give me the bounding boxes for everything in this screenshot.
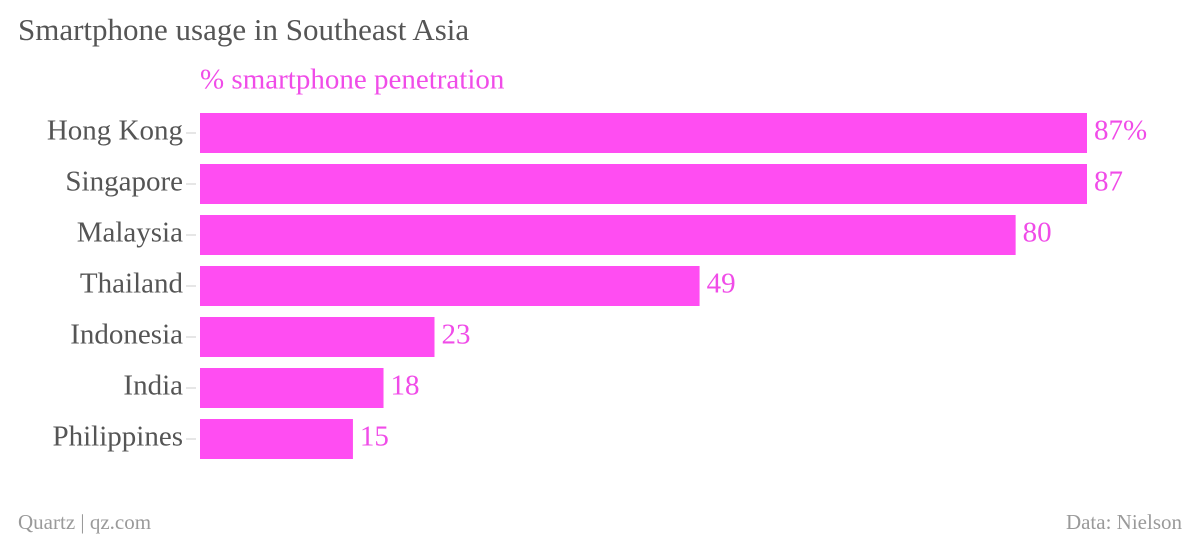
category-label: Hong Kong — [47, 115, 183, 147]
source-left: Quartz | qz.com — [18, 510, 151, 534]
bar — [200, 164, 1087, 204]
value-label: 15 — [360, 421, 389, 453]
category-label: India — [123, 370, 183, 402]
category-label: Indonesia — [70, 319, 183, 351]
value-label: 87% — [1094, 115, 1147, 147]
value-label: 49 — [707, 268, 736, 300]
bar — [200, 368, 384, 408]
chart-title: Smartphone usage in Southeast Asia — [18, 12, 469, 47]
category-label: Thailand — [80, 268, 184, 300]
bar — [200, 317, 435, 357]
category-label: Singapore — [65, 166, 183, 198]
bar — [200, 113, 1087, 153]
source-right: Data: Nielson — [1066, 510, 1183, 534]
category-label: Philippines — [52, 421, 183, 453]
value-label: 18 — [391, 370, 420, 402]
bar — [200, 215, 1016, 255]
value-label: 87 — [1094, 166, 1123, 198]
category-label: Malaysia — [77, 217, 183, 249]
value-label: 23 — [441, 319, 470, 351]
value-label: 80 — [1023, 217, 1052, 249]
chart-subtitle: % smartphone penetration — [200, 64, 505, 96]
bar — [200, 419, 353, 459]
bar — [200, 266, 700, 306]
